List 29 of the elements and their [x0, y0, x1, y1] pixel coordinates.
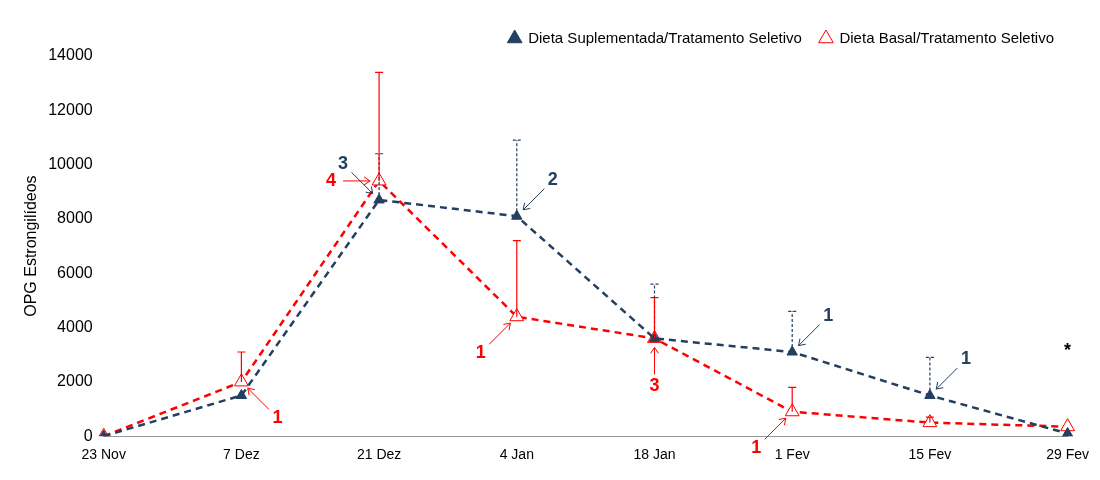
x-tick-label: 4 Jan: [499, 446, 534, 463]
x-tick-label: 15 Fev: [908, 446, 952, 463]
x-tick-label: 7 Dez: [223, 446, 260, 463]
x-tick-label: 23 Nov: [81, 446, 126, 463]
legend-label: Dieta Basal/Tratamento Seletivo: [839, 28, 1055, 46]
annotation: 1: [823, 304, 834, 325]
y-tick-label: 10000: [48, 155, 93, 173]
y-tick-label: 6000: [57, 263, 93, 281]
legend-label: Dieta Suplementada/Tratamento Seletivo: [528, 28, 802, 46]
x-tick-label: 29 Fev: [1046, 446, 1090, 463]
annotation: 1: [272, 406, 283, 427]
annotation: 3: [338, 152, 349, 173]
annotation: *: [1064, 340, 1072, 361]
annotation: 1: [960, 348, 971, 369]
annotation: 3: [649, 375, 660, 396]
annotation: 2: [547, 169, 558, 190]
y-tick-label: 14000: [48, 46, 93, 64]
y-tick-label: 2000: [57, 372, 93, 390]
y-tick-label: 12000: [48, 100, 93, 118]
y-axis-title: OPG Estrongilídeos: [22, 175, 40, 317]
x-tick-label: 21 Dez: [356, 446, 402, 463]
x-tick-label: 1 Fev: [774, 446, 810, 463]
annotation: 1: [751, 436, 762, 457]
y-tick-label: 0: [83, 426, 93, 444]
y-tick-label: 4000: [57, 317, 93, 335]
annotation: 1: [475, 341, 486, 362]
annotation: 4: [326, 169, 337, 190]
x-tick-label: 18 Jan: [633, 446, 676, 463]
y-tick-label: 8000: [57, 209, 93, 227]
